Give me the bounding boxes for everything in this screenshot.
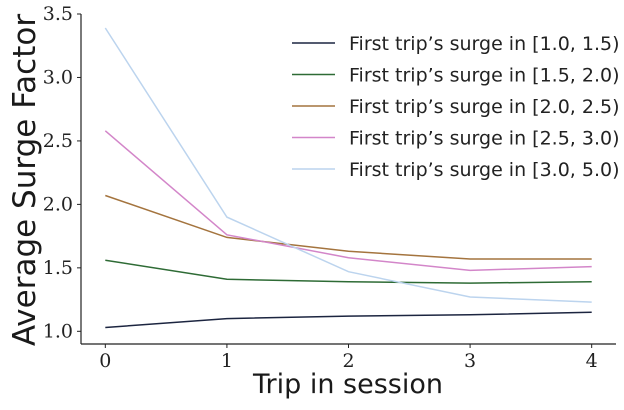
y-tick-label: 1.5 [43,257,73,279]
legend-label-0: First trip’s surge in [1.0, 1.5) [349,33,620,55]
x-tick-label: 1 [221,350,233,372]
x-tick-label: 0 [99,350,111,372]
series-line-2 [105,194,592,260]
series-line-0 [105,311,592,329]
x-tick-label: 3 [464,350,476,372]
x-axis-title: Trip in session [252,369,443,400]
y-tick-label: 3.0 [43,66,73,88]
x-tick-label: 4 [586,350,598,372]
legend-label-1: First trip’s surge in [1.5, 2.0) [349,65,620,87]
series-line-4 [104,27,592,303]
y-tick-label: 3.5 [43,3,73,25]
x-tick-labels: 0 1 2 3 4 [99,344,598,372]
y-tick-label: 1.0 [43,320,73,342]
legend-label-4: First trip’s surge in [3.0, 5.0) [349,159,620,181]
series-lines [104,27,592,329]
series-line-1 [105,259,592,284]
x-tick-label: 2 [342,350,354,372]
y-tick-label: 2.5 [43,130,73,152]
y-axis-title: Average Surge Factor [7,14,43,346]
legend-label-2: First trip’s surge in [2.0, 2.5) [349,96,620,118]
y-tick-label: 2.0 [43,193,73,215]
y-tick-labels: 1.0 1.5 2.0 2.5 3.0 3.5 [43,3,81,342]
legend: First trip’s surge in [1.0, 1.5) First tr… [292,33,620,181]
legend-label-3: First trip’s surge in [2.5, 3.0) [349,128,620,150]
series-line-3 [104,130,592,272]
